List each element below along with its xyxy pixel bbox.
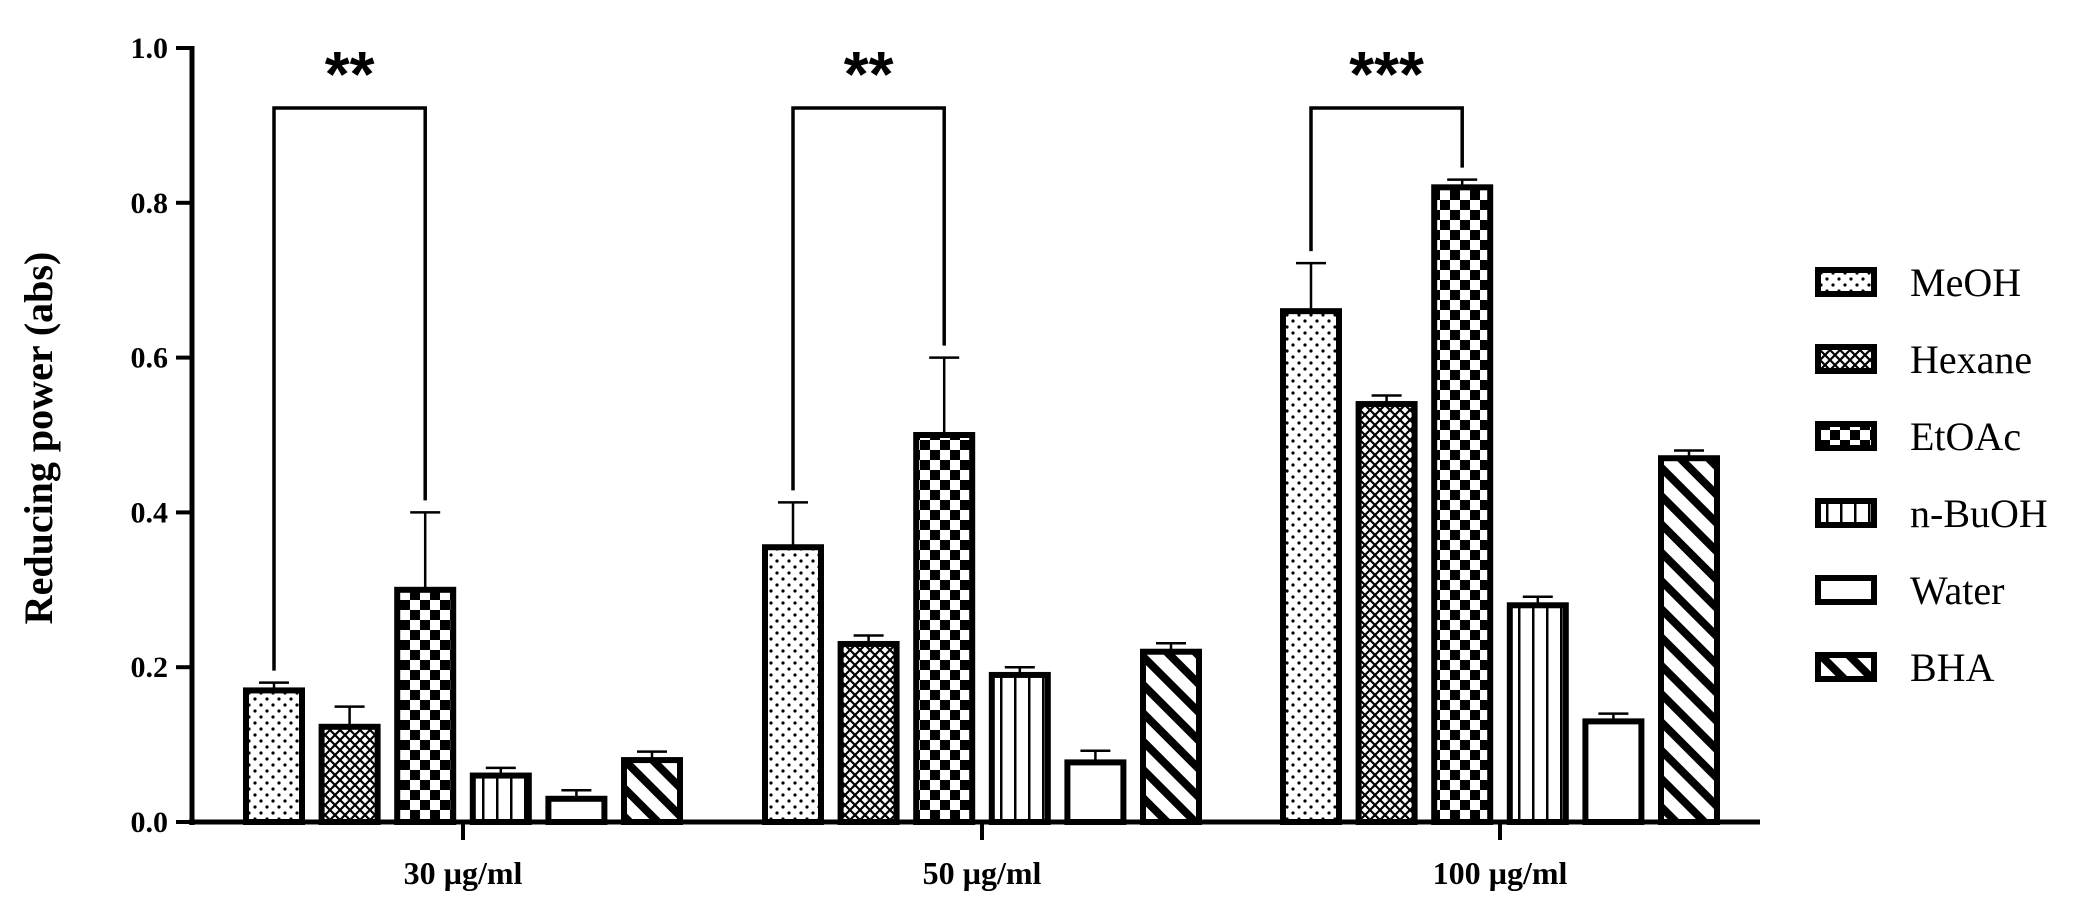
significance-bracket (1309, 106, 1464, 252)
legend: MeOH Hexane EtOAc n-BuOH Water BHA (1815, 260, 2048, 690)
bar-meoh (243, 687, 305, 825)
legend-label: EtOAc (1910, 414, 2021, 459)
bar-etoac (394, 586, 457, 825)
legend-label: MeOH (1910, 260, 2021, 305)
legend-swatch (1815, 575, 1877, 605)
bar-n-buoh (469, 772, 532, 825)
bar-bha (1140, 648, 1202, 825)
legend-swatch (1815, 421, 1877, 451)
significance-label: *** (1349, 38, 1424, 110)
legend-label: Water (1910, 568, 2005, 613)
bar-bha (621, 757, 683, 826)
bar-etoac (1431, 184, 1494, 825)
bar-meoh (762, 544, 824, 825)
y-tick-label: 1.0 (131, 32, 169, 65)
significance-label: ** (844, 38, 894, 110)
x-category-label: 50 µg/ml (923, 855, 1042, 891)
y-tick-label: 0.6 (131, 342, 169, 375)
significance-brackets: ** ** *** (272, 38, 1464, 671)
y-tick-label: 0.2 (131, 651, 169, 684)
legend-swatch (1815, 267, 1877, 297)
legend-swatch (1815, 498, 1877, 528)
bar-n-buoh (1506, 602, 1569, 826)
bar-hexane (318, 723, 381, 825)
legend-swatch (1815, 344, 1877, 374)
x-category-label: 100 µg/ml (1433, 855, 1568, 891)
significance-bracket (272, 106, 427, 671)
legend-label: BHA (1910, 645, 1995, 690)
legend-label: n-BuOH (1910, 491, 2048, 536)
bar-water (1064, 759, 1127, 825)
bar-hexane (837, 640, 900, 825)
y-tick-label: 0.0 (131, 806, 169, 839)
bar-water (545, 795, 608, 826)
significance-label: ** (325, 38, 375, 110)
bar-etoac (913, 432, 976, 825)
legend-label: Hexane (1910, 337, 2032, 382)
bar-meoh (1280, 308, 1342, 825)
legend-swatch (1815, 652, 1877, 682)
bars (243, 178, 1720, 826)
significance-bracket (791, 106, 946, 491)
y-tick-label: 0.8 (131, 187, 169, 220)
y-tick-label: 0.4 (131, 496, 169, 529)
bar-n-buoh (988, 671, 1051, 825)
y-axis-label: Reducing power (abs) (16, 252, 61, 625)
bar-bha (1658, 455, 1720, 825)
bar-water (1582, 718, 1645, 826)
bar-hexane (1355, 401, 1418, 825)
x-category-label: 30 µg/ml (404, 855, 523, 891)
